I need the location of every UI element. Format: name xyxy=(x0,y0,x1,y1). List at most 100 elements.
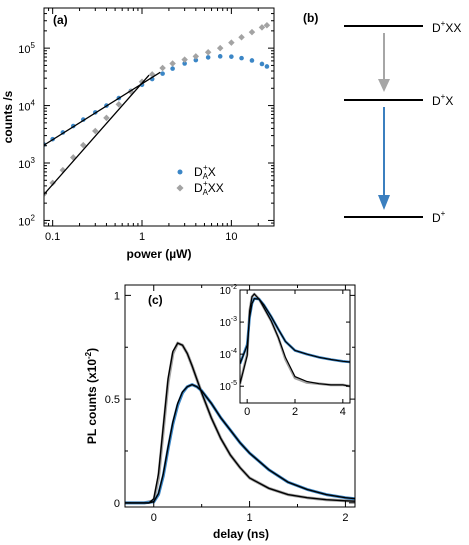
power-y-tick-label-exp: 3 xyxy=(31,156,36,165)
inset-y-tick-label: 10-2 xyxy=(220,284,237,297)
decay-y-axis-title-main: PL counts (x10 xyxy=(85,359,99,444)
power-point-daxx xyxy=(228,39,235,46)
power-point-dax xyxy=(217,54,223,59)
legend-label-dax-sub: A xyxy=(203,172,209,181)
legend-label-dax: DA+X xyxy=(194,163,216,181)
inset-y-tick-label-exp: -4 xyxy=(231,348,237,355)
level-diagram-panel: (b) D+XX D+X D+ xyxy=(303,11,461,225)
level-label-dx-sup: + xyxy=(441,92,446,101)
power-point-dax xyxy=(229,54,234,59)
decay-y-axis-title-end: ) xyxy=(85,348,99,352)
level-label-dx-main: D xyxy=(432,94,441,108)
power-point-daxx xyxy=(169,60,176,67)
power-point-daxx xyxy=(49,179,56,187)
power-point-dax xyxy=(259,61,265,67)
decay-y-tick-label: 0.5 xyxy=(105,394,120,406)
inset-y-tick-label: 10-3 xyxy=(220,316,237,329)
power-point-dax xyxy=(205,55,211,60)
decay-y-tick-label-base: 0 xyxy=(114,498,120,510)
power-point-daxx xyxy=(216,44,224,52)
power-y-tick-label-exp: 4 xyxy=(31,99,36,108)
power-y-tick-label: 104 xyxy=(18,99,35,114)
power-y-tick-label-base: 10 xyxy=(18,102,30,114)
power-point-daxx xyxy=(69,154,77,161)
inset-y-tick-label-base: 10 xyxy=(220,318,232,329)
power-point-dax xyxy=(193,57,199,63)
legend-label-daxx-rest: XX xyxy=(208,181,224,195)
inset-plot-area xyxy=(240,292,350,388)
inset-y-tick-label-exp: -3 xyxy=(231,316,237,323)
power-y-tick-label-base: 10 xyxy=(18,159,30,171)
inset-y-tick-label-base: 10 xyxy=(220,350,232,361)
decay-y-axis-title-sup: -2 xyxy=(84,351,93,359)
power-point-daxx xyxy=(238,33,245,41)
transition-arrowhead-gray xyxy=(378,79,390,92)
legend-label-daxx-main: D xyxy=(194,181,203,195)
level-label-dxx-sup: + xyxy=(441,19,446,28)
power-plot-frame xyxy=(43,7,275,227)
power-point-dax xyxy=(239,55,244,61)
decay-fit-gray xyxy=(125,342,355,504)
level-label-dx: D+X xyxy=(432,92,453,108)
power-x-tick-label: 10 xyxy=(225,231,237,243)
power-y-tick-label-base: 10 xyxy=(18,44,30,56)
power-point-daxx xyxy=(204,48,212,56)
power-point-dax xyxy=(182,61,187,66)
power-point-daxx xyxy=(115,101,123,108)
power-point-daxx xyxy=(248,28,256,36)
decay-x-tick-label: 1 xyxy=(247,512,253,524)
inset-y-tick-label-exp: -5 xyxy=(231,380,237,387)
power-point-dax xyxy=(160,71,165,76)
panel-a-label: (a) xyxy=(53,13,68,27)
decay-fit-blue xyxy=(125,383,355,504)
decay-inset: 0 2 410-510-410-310-2 xyxy=(220,284,351,418)
legend-label-dax-main: D xyxy=(194,165,203,179)
inset-x-tick-label: 4 xyxy=(340,406,346,418)
decay-x-axis-title: delay (ns) xyxy=(213,527,269,541)
level-label-d: D+ xyxy=(432,209,446,225)
power-point-daxx xyxy=(192,53,200,60)
power-point-daxx xyxy=(80,141,87,149)
inset-axes: 0 2 410-510-410-310-2 xyxy=(220,284,350,418)
inset-fit-blue xyxy=(240,297,350,365)
decay-plot-frame xyxy=(124,284,356,508)
transition-arrowhead-blue xyxy=(378,195,390,210)
decay-x-tick-label: 0 xyxy=(151,512,157,524)
power-point-dax xyxy=(249,58,255,63)
level-label-dxx-main: D xyxy=(432,21,441,35)
power-y-tick-label-exp: 5 xyxy=(31,41,36,50)
inset-y-tick-label-base: 10 xyxy=(220,382,232,393)
power-point-dax xyxy=(264,64,270,69)
time-resolved-panel: 0 1 200.51 (c) delay (ns) PL counts (x10-2… xyxy=(84,284,356,541)
level-label-d-main: D xyxy=(432,211,441,225)
legend-label-daxx-sub: A xyxy=(203,188,209,197)
inset-y-tick-label: 10-4 xyxy=(220,348,237,361)
power-point-daxx xyxy=(92,127,99,135)
decay-y-axis-title: PL counts (x10-2) xyxy=(84,348,99,444)
legend-label-daxx-sup: + xyxy=(203,179,208,188)
legend-label-dax-sup: + xyxy=(203,163,208,172)
panel-b-label: (b) xyxy=(303,11,318,25)
inset-y-tick-label-exp: -2 xyxy=(231,284,237,291)
decay-y-tick-label-base: 0.5 xyxy=(105,394,120,406)
level-label-dx-rest: X xyxy=(445,94,453,108)
decay-y-tick-label: 0 xyxy=(114,498,120,510)
power-legend: DA+X DA+XX xyxy=(176,163,224,197)
panel-c-label: (c) xyxy=(148,293,163,307)
level-label-dxx: D+XX xyxy=(432,19,461,35)
power-point-daxx xyxy=(159,64,166,72)
power-x-axis-title: power (µW) xyxy=(127,247,192,261)
inset-x-tick-label: 0 xyxy=(244,406,250,418)
legend-label-daxx: DA+XX xyxy=(194,179,224,197)
decay-axes: 0 1 2 0 0.5 1 xyxy=(105,285,355,524)
decay-x-tick-label: 2 xyxy=(342,512,348,524)
legend-marker-blue xyxy=(177,169,183,175)
power-plot-area xyxy=(44,22,271,198)
power-point-dax xyxy=(170,66,175,71)
level-label-d-sup: + xyxy=(441,209,446,218)
power-y-tick-label: 105 xyxy=(18,41,35,56)
inset-fit-gray xyxy=(240,293,350,387)
power-fit-line-dax xyxy=(44,71,161,146)
